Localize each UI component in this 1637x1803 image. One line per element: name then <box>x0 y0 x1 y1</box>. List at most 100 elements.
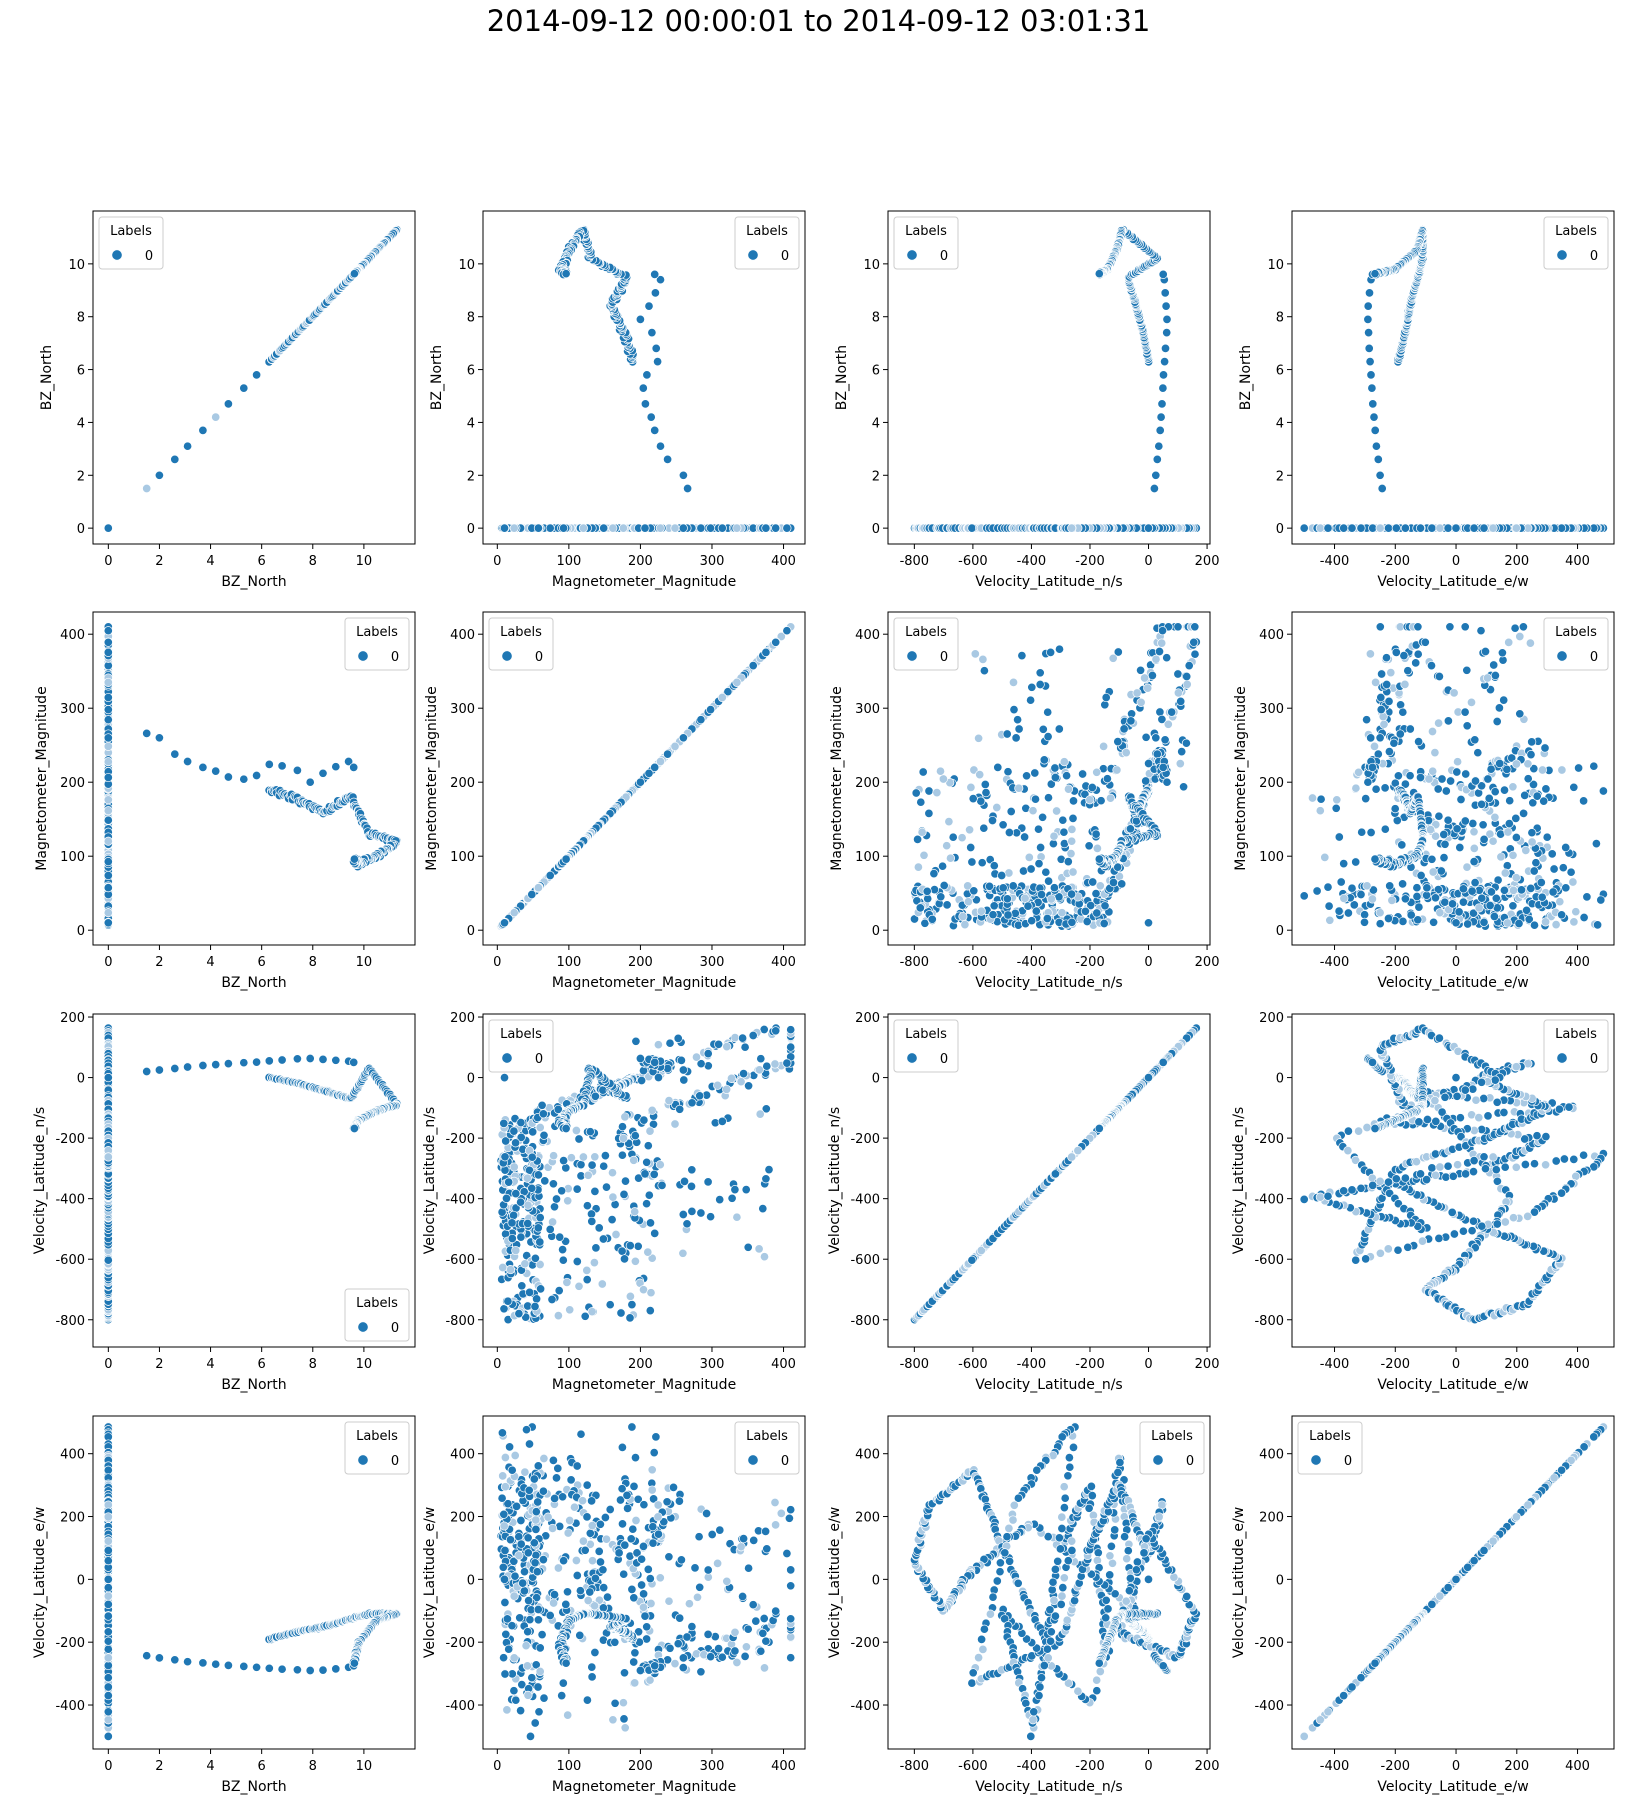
data-point <box>732 523 742 533</box>
data-point <box>1315 523 1325 533</box>
data-point <box>761 647 771 657</box>
data-point <box>170 454 180 464</box>
data-point <box>650 762 660 772</box>
data-point <box>1161 301 1171 311</box>
data-point <box>653 357 663 367</box>
data-point <box>670 741 680 751</box>
x-tick-label: 10 <box>356 554 373 569</box>
x-tick-label: 400 <box>771 554 796 569</box>
data-point <box>103 836 113 846</box>
data-point <box>1383 523 1394 533</box>
data-point <box>717 692 727 703</box>
data-point <box>1323 523 1333 533</box>
data-point <box>349 854 359 864</box>
data-point <box>1400 523 1410 533</box>
data-point <box>170 749 180 759</box>
data-point <box>1375 470 1385 480</box>
legend-marker <box>1556 249 1568 261</box>
data-point <box>640 523 650 533</box>
data-point <box>1364 288 1375 298</box>
legend: Labels 0 <box>98 216 164 270</box>
data-point <box>1356 523 1366 533</box>
data-point <box>1347 523 1357 533</box>
x-tick-label: 10 <box>356 955 373 970</box>
x-tick-label: 0 <box>104 554 112 569</box>
data-point <box>239 774 249 784</box>
y-axis-label: BZ_North <box>39 345 55 410</box>
axes-frame <box>887 210 1211 545</box>
data-point <box>1152 454 1162 464</box>
legend-title: Labels <box>356 625 398 640</box>
panel-mag-vs-mag: 0 100 200 300 4000100200300400Magnetometer_M… <box>424 611 806 991</box>
x-tick-label: 100 <box>556 554 581 569</box>
data-point <box>642 370 652 380</box>
data-point <box>1370 269 1380 279</box>
y-tick-label: 0 <box>77 522 85 537</box>
y-axis-label: BZ_North <box>429 345 445 410</box>
data-point <box>103 692 113 703</box>
data-point <box>782 523 792 533</box>
axes-frame <box>482 210 806 545</box>
y-tick-label: 10 <box>863 258 880 273</box>
data-point <box>103 883 113 893</box>
data-point <box>211 412 221 422</box>
data-point <box>650 288 660 298</box>
y-tick-label: 200 <box>60 776 85 791</box>
scatter-points <box>909 225 1201 533</box>
y-tick-label: 8 <box>77 311 85 326</box>
data-point <box>683 483 693 494</box>
data-point <box>509 523 519 533</box>
x-tick-label: -200 <box>1381 554 1411 569</box>
data-point <box>318 768 328 778</box>
x-tick-label: 200 <box>1504 554 1529 569</box>
data-point <box>533 883 543 893</box>
data-point <box>223 399 233 409</box>
data-point <box>696 523 706 533</box>
legend-label: 0 <box>1590 249 1598 264</box>
y-tick-label: 4 <box>77 416 85 431</box>
x-axis-label: BZ_North <box>221 574 286 590</box>
legend-title: Labels <box>1555 224 1597 239</box>
data-point <box>1373 454 1383 464</box>
data-point <box>1427 523 1437 533</box>
data-point <box>252 770 262 781</box>
data-point <box>103 647 113 657</box>
data-point <box>1488 523 1498 533</box>
data-point <box>635 777 645 787</box>
data-point <box>696 715 706 725</box>
data-point <box>678 733 688 743</box>
x-tick-label: 200 <box>1195 554 1220 569</box>
data-point <box>1479 523 1489 533</box>
x-axis-label: Velocity_Latitude_n/s <box>975 574 1122 590</box>
data-point <box>1367 383 1377 393</box>
panel-bz-vs-vns: -800 -600 -400 -200 0 2000246810Velocity_Lati… <box>834 210 1220 590</box>
data-point <box>154 470 164 480</box>
data-point <box>1339 523 1349 533</box>
data-point <box>559 523 569 533</box>
data-point <box>1366 370 1376 380</box>
legend-title: Labels <box>110 224 152 239</box>
data-point <box>1375 523 1385 533</box>
data-point <box>103 741 113 751</box>
data-point <box>1364 343 1374 353</box>
x-tick-label: 8 <box>309 554 317 569</box>
data-point <box>1363 314 1373 324</box>
data-point <box>1371 441 1381 451</box>
x-axis-label: Magnetometer_Magnitude <box>552 574 736 590</box>
legend-label: 0 <box>145 249 153 264</box>
data-point <box>1067 523 1077 533</box>
y-tick-label: 8 <box>872 311 880 326</box>
y-tick-label: 0 <box>872 522 880 537</box>
data-point <box>1511 523 1521 533</box>
data-point <box>103 908 113 918</box>
data-point <box>650 269 660 279</box>
data-point <box>154 733 164 743</box>
scatter-points <box>496 225 796 533</box>
x-tick-label: 8 <box>309 955 317 970</box>
data-point <box>1368 399 1378 409</box>
y-axis-label: Magnetometer_Magnitude <box>34 686 50 870</box>
y-tick-label: 8 <box>467 311 475 326</box>
data-point <box>142 728 152 738</box>
